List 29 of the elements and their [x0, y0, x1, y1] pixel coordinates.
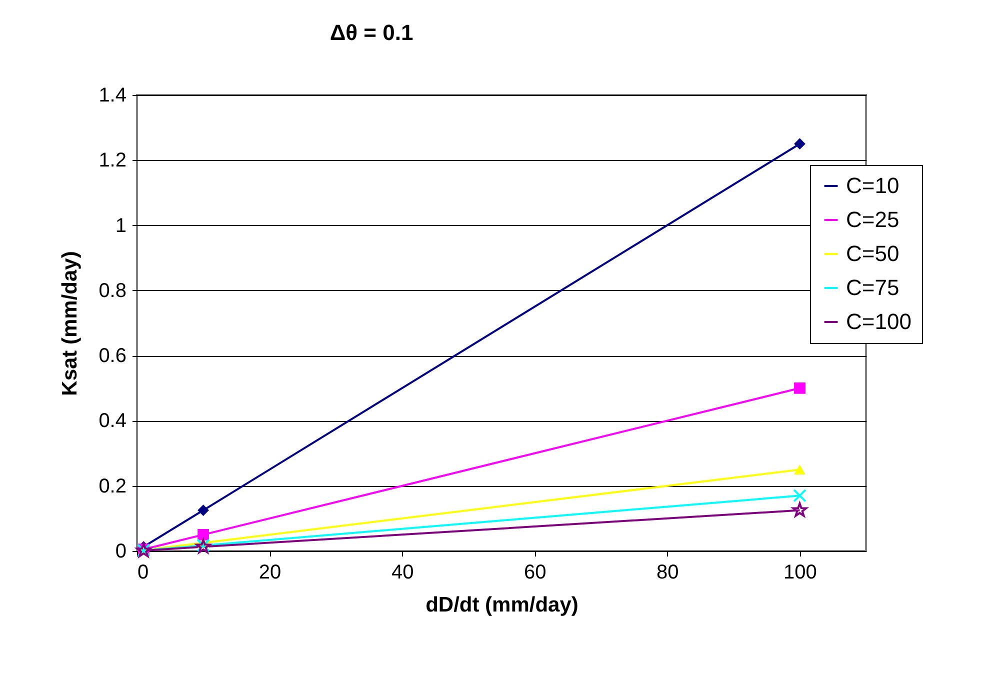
legend-label: C=25	[846, 207, 900, 232]
chart-title: Δθ = 0.1	[330, 20, 414, 45]
x-tick-label: 100	[784, 562, 817, 584]
y-axis-title: Ksat (mm/day)	[58, 251, 82, 396]
y-tick-label: 0	[115, 540, 126, 562]
legend-label: C=10	[846, 173, 900, 198]
point	[794, 464, 806, 475]
y-tick-label: 0.8	[98, 280, 126, 302]
point	[792, 502, 808, 517]
y-tick-label: 1.2	[98, 150, 126, 172]
x-tick-label: 20	[258, 562, 282, 584]
x-axis-title: dD/dt (mm/day)	[426, 594, 578, 616]
point	[198, 504, 209, 516]
y-tick-label: 1.4	[98, 84, 126, 106]
x-tick-label: 0	[138, 562, 149, 584]
y-tick-label: 0.4	[98, 410, 126, 432]
legend-label: C=100	[846, 309, 912, 334]
point	[793, 488, 806, 502]
x-tick-label: 40	[391, 562, 414, 584]
legend-label: C=50	[846, 241, 900, 266]
legend-label: C=75	[846, 275, 900, 300]
point	[794, 382, 806, 394]
x-tick-label: 60	[524, 562, 546, 584]
y-tick-label: 0.2	[98, 475, 126, 498]
y-tick-label: 1	[115, 214, 126, 237]
x-tick-label: 80	[656, 562, 679, 584]
y-tick-label: 0.6	[98, 345, 126, 368]
point	[794, 138, 806, 150]
point	[198, 529, 209, 540]
